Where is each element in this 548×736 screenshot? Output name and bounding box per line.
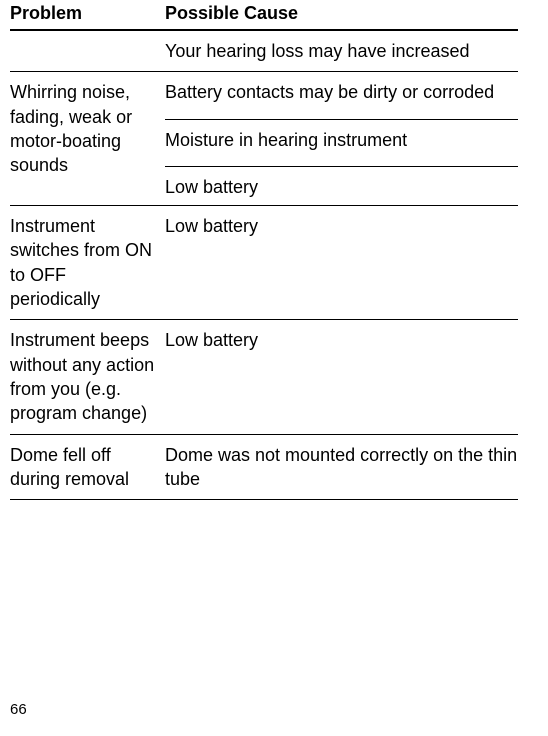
cell-cause: Moisture in hearing instrument [165,119,518,162]
cell-problem: Dome fell off during removal [10,435,165,500]
table-row: Your hearing loss may have increased [10,31,518,72]
cell-problem: Instrument switches from ON to OFF perio… [10,206,165,319]
cell-cause: Low battery [165,166,518,205]
cell-problem [10,31,165,71]
table-row: Dome fell off during removal Dome was no… [10,435,518,501]
cell-problem: Instrument beeps without any action from… [10,320,165,433]
cell-problem: Whirring noise, fading, weak or motor-bo… [10,72,165,205]
cell-cause: Low battery [165,206,518,319]
cell-cause: Your hearing loss may have increased [165,31,518,71]
table-row: Instrument switches from ON to OFF perio… [10,206,518,320]
table-header-row: Problem Possible Cause [10,0,518,31]
cell-cause: Battery contacts may be dirty or corrode… [165,72,518,114]
cell-cause: Dome was not mounted correctly on the th… [165,435,518,500]
page: Problem Possible Cause Your hearing loss… [0,0,548,736]
table-row: Instrument beeps without any action from… [10,320,518,434]
page-number: 66 [10,701,27,718]
header-problem: Problem [10,3,165,24]
header-cause: Possible Cause [165,3,518,24]
table-row: Whirring noise, fading, weak or motor-bo… [10,72,518,206]
cell-cause: Low battery [165,320,518,433]
cell-cause-stack: Battery contacts may be dirty or corrode… [165,72,518,205]
